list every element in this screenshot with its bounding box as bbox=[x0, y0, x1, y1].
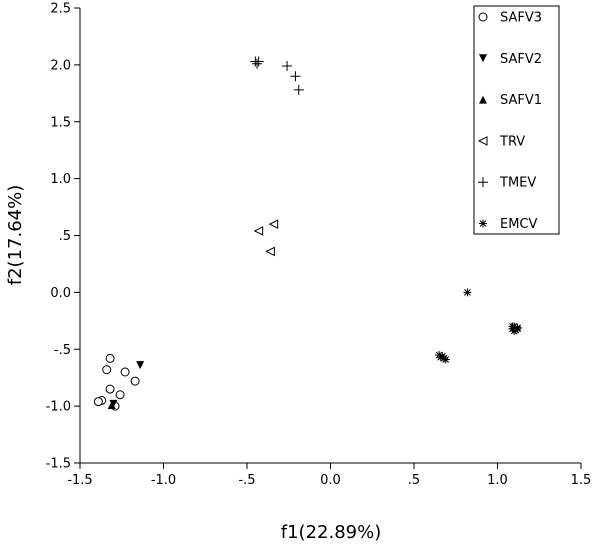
axes: 2.5 2.0 1.5 1.0 .5 0.0 -.5 -1.0 -1.5-1.5 -1.0 -.5 0… bbox=[46, 2, 592, 489]
legend-marker-safv2 bbox=[479, 54, 487, 63]
legend-marker-trv bbox=[477, 136, 488, 146]
x-tick-label: 0.0 bbox=[320, 473, 341, 488]
point-safv3 bbox=[130, 376, 140, 386]
point-tmev bbox=[290, 71, 301, 82]
y-tick-label: -1.5 bbox=[46, 457, 71, 472]
x-tick-label: -.5 bbox=[238, 473, 255, 488]
y-tick-label: .5 bbox=[59, 229, 71, 244]
point-emcv bbox=[510, 327, 519, 336]
x-tick-label: -1.5 bbox=[67, 473, 92, 488]
point-safv2 bbox=[136, 361, 145, 370]
point-tmev bbox=[253, 56, 264, 67]
legend-marker-safv3 bbox=[478, 12, 488, 22]
legend-marker-safv1 bbox=[479, 95, 487, 104]
point-tmev bbox=[282, 61, 293, 72]
point-safv3 bbox=[105, 353, 115, 363]
point-emcv bbox=[438, 352, 447, 361]
y-tick-label: 2.5 bbox=[50, 2, 71, 17]
legend-marker-emcv bbox=[479, 219, 487, 228]
point-tmev bbox=[293, 84, 304, 95]
point-trv bbox=[268, 219, 279, 229]
legend-label-emcv: EMCV bbox=[500, 217, 538, 232]
x-tick-label: .5 bbox=[408, 473, 420, 488]
point-safv3 bbox=[120, 367, 130, 377]
legend-marker-tmev bbox=[478, 177, 488, 188]
point-tmev bbox=[252, 58, 263, 69]
data-points bbox=[93, 56, 522, 411]
y-tick-label: -.5 bbox=[54, 343, 71, 358]
x-axis-title: f1(22.89%) bbox=[281, 522, 381, 543]
legend-label-safv3: SAFV3 bbox=[500, 11, 542, 26]
point-trv bbox=[265, 246, 275, 257]
legend-box bbox=[473, 5, 560, 235]
point-safv3 bbox=[93, 397, 103, 407]
point-trv bbox=[253, 226, 264, 236]
legend-label-safv2: SAFV2 bbox=[500, 52, 542, 67]
legend-label-trv: TRV bbox=[499, 134, 525, 149]
x-tick-label: 1.5 bbox=[571, 473, 592, 488]
y-tick-label: 1.0 bbox=[50, 172, 71, 187]
y-tick-label: 1.5 bbox=[50, 115, 71, 130]
point-emcv bbox=[513, 324, 522, 333]
point-emcv bbox=[463, 288, 472, 297]
point-safv3 bbox=[102, 365, 112, 375]
y-tick-label: -1.0 bbox=[46, 400, 71, 415]
legend: SAFV3 SAFV2 SAFV1 TRV TMEV EMCV bbox=[473, 5, 560, 235]
point-safv3 bbox=[105, 384, 115, 394]
legend-label-tmev: TMEV bbox=[499, 176, 536, 191]
x-tick-label: 1.0 bbox=[487, 473, 508, 488]
point-emcv bbox=[441, 355, 450, 364]
point-emcv bbox=[508, 322, 517, 331]
y-tick-label: 0.0 bbox=[50, 286, 71, 301]
point-safv1 bbox=[107, 400, 116, 409]
y-axis-title: f2(17.64%) bbox=[5, 185, 26, 285]
point-safv3 bbox=[115, 390, 125, 400]
x-tick-label: -1.0 bbox=[151, 473, 176, 488]
legend-label-safv1: SAFV1 bbox=[500, 93, 542, 108]
y-tick-label: 2.0 bbox=[50, 58, 71, 73]
